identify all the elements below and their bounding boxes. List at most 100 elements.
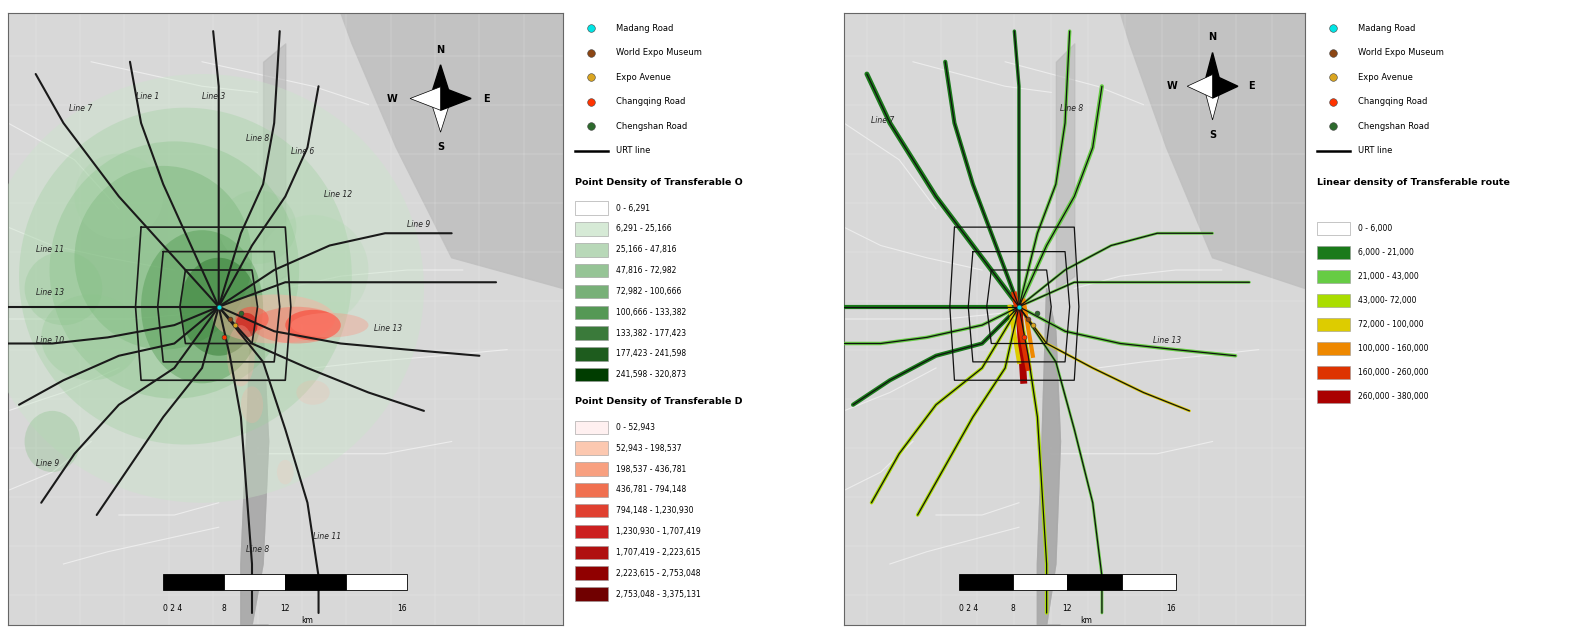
Text: 0 - 6,000: 0 - 6,000	[1358, 224, 1393, 234]
Text: N: N	[1208, 33, 1216, 43]
Bar	[574, 327, 607, 340]
Ellipse shape	[180, 258, 258, 356]
Text: km: km	[302, 616, 313, 625]
Text: 2,223,615 - 2,753,048: 2,223,615 - 2,753,048	[615, 568, 700, 577]
Ellipse shape	[0, 74, 425, 503]
Text: URT line: URT line	[1358, 146, 1393, 155]
Bar	[1317, 342, 1350, 355]
Bar	[574, 420, 607, 434]
Text: E: E	[483, 94, 490, 103]
Polygon shape	[1188, 75, 1213, 98]
Polygon shape	[242, 288, 269, 625]
Text: Line 11: Line 11	[313, 533, 342, 542]
Bar	[1317, 318, 1350, 331]
Text: Linear density of Transferable route: Linear density of Transferable route	[1317, 178, 1510, 187]
Text: Changqing Road: Changqing Road	[1358, 97, 1428, 106]
Bar	[574, 463, 607, 476]
Ellipse shape	[251, 307, 340, 343]
Ellipse shape	[24, 411, 80, 472]
Text: Expo Avenue: Expo Avenue	[1358, 73, 1414, 82]
Bar	[574, 483, 607, 496]
Bar	[574, 243, 607, 256]
Text: Changqing Road: Changqing Road	[615, 97, 685, 106]
Text: 6,291 - 25,166: 6,291 - 25,166	[615, 225, 671, 234]
Bar	[347, 574, 407, 590]
Bar	[574, 587, 607, 601]
Text: S: S	[1208, 130, 1216, 140]
Ellipse shape	[235, 307, 269, 331]
Text: W: W	[1167, 81, 1177, 91]
Text: World Expo Museum: World Expo Museum	[615, 48, 701, 57]
Polygon shape	[1204, 86, 1221, 120]
Ellipse shape	[75, 154, 164, 239]
Text: 0 - 6,291: 0 - 6,291	[615, 204, 650, 212]
Bar	[1317, 366, 1350, 379]
Text: Line 7: Line 7	[871, 116, 895, 125]
Text: 177,423 - 241,598: 177,423 - 241,598	[615, 350, 685, 359]
Ellipse shape	[75, 166, 251, 350]
Text: 1,707,419 - 2,223,615: 1,707,419 - 2,223,615	[615, 548, 700, 557]
Bar	[574, 222, 607, 235]
Text: Line 13: Line 13	[35, 288, 64, 297]
Text: 21,000 - 43,000: 21,000 - 43,000	[1358, 272, 1418, 281]
Polygon shape	[1121, 13, 1305, 288]
Ellipse shape	[24, 251, 102, 325]
Polygon shape	[1213, 75, 1239, 98]
Polygon shape	[1204, 52, 1221, 86]
Text: km: km	[1080, 616, 1092, 625]
Polygon shape	[429, 98, 452, 132]
Bar	[1067, 574, 1121, 590]
Text: 72,000 - 100,000: 72,000 - 100,000	[1358, 320, 1423, 329]
Ellipse shape	[291, 313, 369, 338]
Bar	[574, 504, 607, 517]
Text: 794,148 - 1,230,930: 794,148 - 1,230,930	[615, 506, 693, 516]
Text: Line 6: Line 6	[291, 147, 315, 156]
Text: Line 8: Line 8	[246, 545, 270, 554]
Text: 160,000 - 260,000: 160,000 - 260,000	[1358, 368, 1428, 377]
Text: Line 13: Line 13	[1153, 336, 1181, 346]
Text: Point Density of Transferable O: Point Density of Transferable O	[574, 178, 743, 187]
Text: Line 1: Line 1	[135, 91, 159, 101]
Text: 260,000 - 380,000: 260,000 - 380,000	[1358, 392, 1428, 401]
Text: Line 12: Line 12	[324, 189, 353, 198]
Text: 0 2 4: 0 2 4	[959, 604, 978, 613]
Bar	[574, 285, 607, 298]
Text: 25,166 - 47,816: 25,166 - 47,816	[615, 245, 676, 255]
Text: Expo Avenue: Expo Avenue	[615, 73, 671, 82]
Text: Line 9: Line 9	[407, 220, 431, 229]
Text: 0 - 52,943: 0 - 52,943	[615, 423, 655, 432]
Text: Line 8: Line 8	[1061, 104, 1084, 113]
Bar	[164, 574, 224, 590]
Text: Line 9: Line 9	[35, 459, 59, 468]
Ellipse shape	[19, 108, 351, 445]
Bar	[224, 574, 285, 590]
Text: 16: 16	[1165, 604, 1175, 613]
Text: 47,816 - 72,982: 47,816 - 72,982	[615, 266, 676, 275]
Text: 241,598 - 320,873: 241,598 - 320,873	[615, 370, 685, 379]
Polygon shape	[410, 87, 440, 110]
Text: N: N	[437, 45, 445, 55]
Text: 72,982 - 100,666: 72,982 - 100,666	[615, 287, 681, 296]
Text: World Expo Museum: World Expo Museum	[1358, 48, 1444, 57]
Text: S: S	[437, 142, 444, 152]
Text: Madang Road: Madang Road	[615, 24, 673, 33]
Bar	[1121, 574, 1175, 590]
Text: 1,230,930 - 1,707,419: 1,230,930 - 1,707,419	[615, 527, 701, 536]
Text: 43,000- 72,000: 43,000- 72,000	[1358, 296, 1417, 305]
Ellipse shape	[41, 295, 142, 380]
Text: 12: 12	[280, 604, 289, 613]
Text: 52,943 - 198,537: 52,943 - 198,537	[615, 444, 681, 453]
Bar	[574, 567, 607, 580]
Text: 8: 8	[223, 604, 227, 613]
Ellipse shape	[227, 325, 254, 387]
Text: Line 3: Line 3	[202, 91, 226, 101]
Text: E: E	[1248, 81, 1255, 91]
Bar	[1317, 270, 1350, 283]
Text: Line 10: Line 10	[35, 336, 64, 346]
Text: 0 2 4: 0 2 4	[164, 604, 183, 613]
Ellipse shape	[142, 230, 262, 383]
Text: Madang Road: Madang Road	[1358, 24, 1415, 33]
Text: Line 13: Line 13	[374, 324, 402, 333]
Polygon shape	[440, 87, 471, 110]
Text: 8: 8	[1011, 604, 1016, 613]
